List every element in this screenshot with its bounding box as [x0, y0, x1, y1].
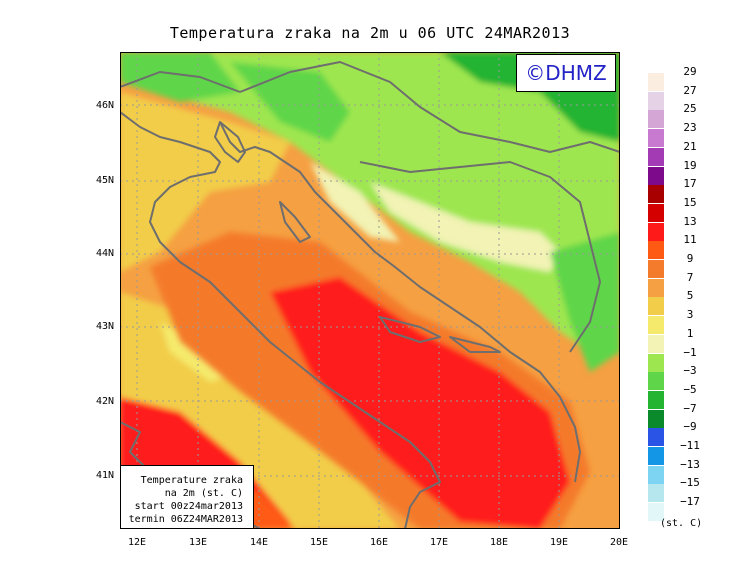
legend-swatch — [648, 222, 664, 241]
legend-label: −11 — [680, 439, 700, 452]
legend-swatch — [648, 334, 664, 353]
legend-label: 13 — [683, 214, 697, 228]
lat-label-43n: 43N — [95, 321, 114, 332]
legend-label: 19 — [683, 158, 697, 172]
legend-label: 15 — [683, 195, 697, 209]
legend-swatch — [648, 260, 664, 278]
legend-label: 11 — [683, 233, 697, 247]
legend-label: 29 — [683, 65, 697, 78]
italy-east-coast — [120, 111, 441, 529]
lon-label-19e: 19E — [549, 537, 569, 548]
legend-swatch — [648, 447, 664, 465]
istria — [214, 121, 246, 163]
border-north — [239, 61, 620, 153]
legend-label: −17 — [680, 495, 700, 509]
legend-swatch — [648, 73, 664, 91]
info-line-2: na 2m (st. C) — [164, 488, 243, 499]
island-1 — [279, 201, 311, 243]
legend-swatch — [648, 297, 664, 316]
croatia-coast — [219, 121, 581, 483]
graticule — [120, 52, 620, 529]
field-lightyellow-coast — [310, 162, 400, 242]
legend-label: 7 — [686, 270, 694, 284]
legend-swatch — [648, 353, 664, 372]
lon-label-14e: 14E — [249, 537, 269, 548]
legend-label: −5 — [683, 382, 697, 396]
legend-label: −1 — [683, 345, 697, 359]
lon-label-17e: 17E — [429, 537, 449, 548]
legend-label: −7 — [683, 401, 697, 415]
legend-swatch — [648, 372, 664, 391]
map-title: Temperatura zraka na 2m u 06 UTC 24MAR20… — [169, 24, 571, 42]
legend-swatch — [648, 129, 664, 148]
legend-swatch — [648, 166, 664, 185]
legend-label: 21 — [683, 139, 697, 153]
legend-swatch — [648, 503, 664, 522]
field-green-east — [550, 232, 620, 372]
field-red-adriatic — [270, 277, 570, 529]
legend-swatch — [648, 147, 664, 166]
legend-swatch — [648, 185, 664, 204]
legend-label: −15 — [680, 476, 700, 490]
lon-label-13e: 13E — [188, 537, 208, 548]
lat-label-41n: 41N — [95, 470, 114, 481]
legend-swatch — [648, 91, 664, 110]
temperature-map — [120, 52, 620, 529]
lon-label-18e: 18E — [489, 537, 509, 548]
coastlines — [120, 61, 620, 529]
dhmz-logo: ©DHMZ — [516, 54, 616, 92]
legend-label: 27 — [683, 83, 697, 97]
info-box: Temperature zraka na 2m (st. C) start 00… — [120, 465, 254, 529]
legend-swatch — [648, 390, 664, 409]
info-line-4: termin 06Z24MAR2013 — [128, 514, 243, 525]
lon-label-12e: 12E — [127, 537, 147, 548]
field-lightyellow-inland — [370, 182, 560, 272]
island-3 — [449, 336, 501, 353]
legend-swatch — [648, 465, 664, 484]
legend-swatch — [648, 278, 664, 297]
lon-label-16e: 16E — [369, 537, 389, 548]
legend-units: (st. C) — [660, 518, 703, 529]
field-green-nw — [120, 52, 240, 102]
legend-swatch — [648, 203, 664, 222]
legend-label: 3 — [686, 308, 694, 322]
lat-label-45n: 45N — [95, 175, 114, 186]
legend-swatch — [648, 484, 664, 503]
island-2 — [379, 316, 441, 343]
field-green-alps — [230, 62, 350, 142]
legend-swatch — [648, 428, 664, 447]
legend-label: 9 — [686, 252, 694, 265]
legend-label: 5 — [686, 289, 694, 303]
lat-label-46n: 46N — [95, 100, 114, 111]
legend-swatch — [648, 316, 664, 335]
field-green-north — [120, 52, 620, 352]
info-line-3: start 00z24mar2013 — [134, 501, 243, 512]
legend-label: 25 — [683, 102, 697, 116]
legend-label: 23 — [683, 121, 697, 135]
lat-label-42n: 42N — [95, 396, 114, 407]
legend-swatch — [648, 409, 664, 428]
legend-swatch — [648, 241, 664, 260]
lon-label-15e: 15E — [309, 537, 329, 548]
legend-label: 17 — [683, 177, 697, 191]
legend-swatch — [648, 110, 664, 129]
legend-label: −3 — [683, 364, 697, 378]
legend-label: −9 — [683, 420, 697, 434]
legend-label: −13 — [680, 457, 700, 471]
lon-label-20e: 20E — [609, 537, 629, 548]
lat-label-44n: 44N — [95, 248, 114, 259]
border-alps — [120, 71, 241, 93]
info-line-1: Temperature zraka — [140, 475, 243, 486]
border-bih — [359, 161, 601, 353]
legend-label: 1 — [686, 326, 694, 340]
